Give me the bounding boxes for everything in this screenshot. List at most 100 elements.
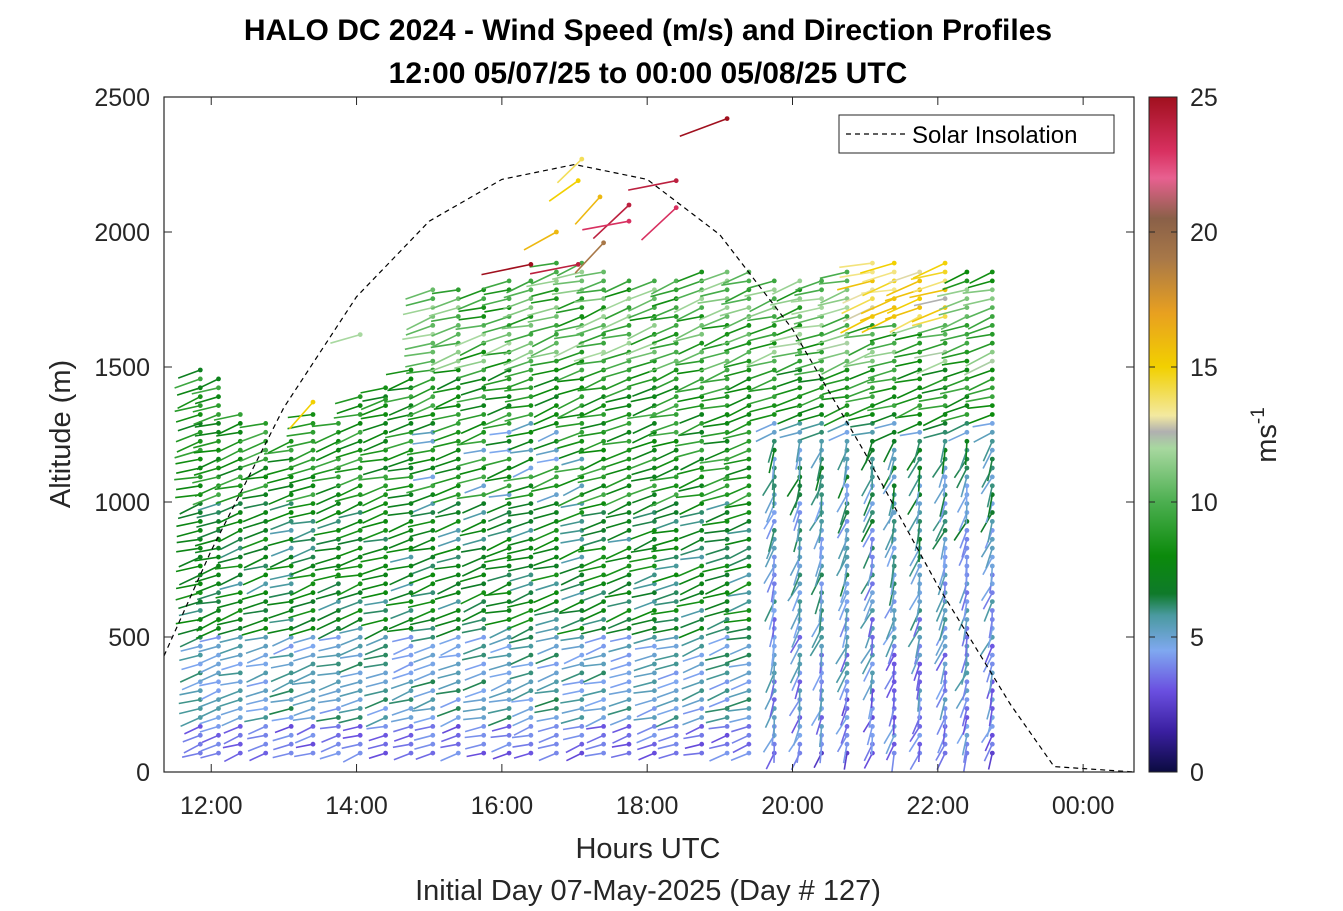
wind-barb-shaft [406, 315, 434, 331]
wind-barb-shaft [535, 583, 557, 591]
wind-barb-shaft [459, 467, 484, 476]
wind-barb-shaft [937, 289, 968, 298]
wind-barb-shaft [361, 583, 386, 591]
wind-barb-head [528, 323, 534, 328]
wind-barb-head [237, 670, 243, 676]
wind-barb-head [554, 581, 559, 587]
wind-barb-shaft [727, 591, 750, 597]
wind-barb-head [310, 545, 316, 551]
wind-barb-shaft [963, 601, 968, 621]
wind-barb-shaft [886, 280, 921, 297]
wind-barb-shaft [673, 297, 703, 314]
wind-barb-head [652, 679, 657, 685]
wind-barb-head [844, 349, 850, 355]
wind-barb-shaft [850, 422, 873, 428]
wind-barb-head [336, 643, 341, 649]
wind-barb-shaft [935, 743, 946, 761]
wind-barb-head [237, 697, 243, 702]
wind-barb-head [724, 688, 730, 694]
wind-barb-shaft [909, 547, 921, 567]
wind-barb-head [383, 732, 388, 738]
wind-barb-shaft [946, 422, 968, 434]
wind-barb-head [310, 528, 316, 533]
wind-barb-shaft [676, 315, 702, 322]
wind-barb-head [844, 278, 850, 284]
wind-barb-shaft [579, 440, 604, 453]
wind-barb-shaft [869, 387, 895, 395]
wind-barb-head [528, 447, 534, 453]
wind-barb-shaft [366, 725, 386, 730]
wind-barb-shaft [460, 431, 485, 445]
wind-barb-shaft [270, 520, 292, 531]
wind-barb-head [554, 608, 559, 613]
wind-barb-head [383, 572, 388, 578]
wind-barb-shaft [387, 493, 412, 499]
wind-barb-head [528, 340, 534, 346]
wind-barb-head [673, 554, 679, 560]
wind-barb-shaft [222, 743, 241, 749]
wind-barb-head [506, 688, 512, 694]
wind-barb-head [357, 634, 363, 640]
wind-barb-shaft [193, 440, 219, 449]
wind-barb-shaft [245, 645, 266, 655]
wind-barb-shaft [633, 583, 655, 590]
wind-barb-shaft [882, 467, 895, 490]
wind-barb-shaft [987, 752, 994, 770]
wind-barb-head [652, 608, 657, 613]
wind-barb-head [652, 519, 657, 524]
wind-barb-shaft [388, 698, 412, 705]
wind-barb-shaft [460, 583, 484, 590]
wind-barb-shaft [701, 395, 728, 402]
wind-barb-shaft [779, 431, 801, 439]
wind-barb-shaft [605, 520, 630, 529]
wind-barb-shaft [842, 744, 848, 764]
wind-barb-shaft [649, 413, 677, 419]
wind-barb-shaft [561, 556, 583, 564]
wind-barb-shaft [650, 289, 677, 298]
wind-barb-shaft [962, 619, 968, 641]
wind-barb-shaft [175, 618, 201, 625]
wind-barb-shaft [337, 556, 361, 568]
wind-barb-head [554, 287, 559, 293]
wind-barb-head [673, 367, 679, 373]
wind-barb-shaft [776, 324, 801, 336]
wind-barb-head [528, 715, 534, 720]
wind-barb-shaft [463, 600, 485, 613]
wind-barb-shaft [180, 716, 201, 728]
colorbar-tick-label: 20 [1190, 219, 1218, 247]
wind-barb-shaft [435, 689, 459, 695]
wind-barb-head [288, 510, 294, 515]
wind-barb-head [699, 697, 705, 702]
wind-barb-shaft [388, 618, 412, 630]
wind-barb-head [917, 394, 923, 400]
wind-barb-shaft [410, 681, 434, 689]
wind-barb-head [357, 741, 363, 747]
wind-barb-head [336, 634, 341, 640]
wind-barb-shaft [531, 574, 557, 582]
wind-barb-head [455, 358, 461, 364]
wind-barb-shaft [918, 395, 946, 403]
wind-barb-head [942, 536, 948, 542]
wind-barb-shaft [892, 663, 895, 682]
wind-barb-head [430, 492, 436, 498]
wind-barb-head [797, 626, 803, 631]
wind-barb-head [506, 501, 512, 506]
wind-barb-shaft [174, 476, 201, 481]
wind-barb-head [699, 661, 705, 667]
wind-barb-shaft [440, 743, 459, 749]
wind-barb-shaft [239, 422, 266, 429]
wind-barb-head [506, 590, 512, 596]
wind-barb-head [579, 706, 585, 711]
wind-barb-head [724, 474, 730, 480]
wind-barb-shaft [216, 440, 241, 454]
wind-barb-shaft [339, 654, 361, 659]
x-tick-label: 14:00 [325, 792, 388, 820]
x-tick-label: 20:00 [761, 792, 824, 820]
wind-barb-head [917, 670, 923, 676]
wind-barb-head [383, 483, 388, 489]
wind-barb-shaft [200, 752, 219, 759]
wind-barb-shaft [436, 556, 459, 564]
wind-barb-head [506, 581, 512, 587]
wind-barb-shaft [605, 609, 630, 623]
